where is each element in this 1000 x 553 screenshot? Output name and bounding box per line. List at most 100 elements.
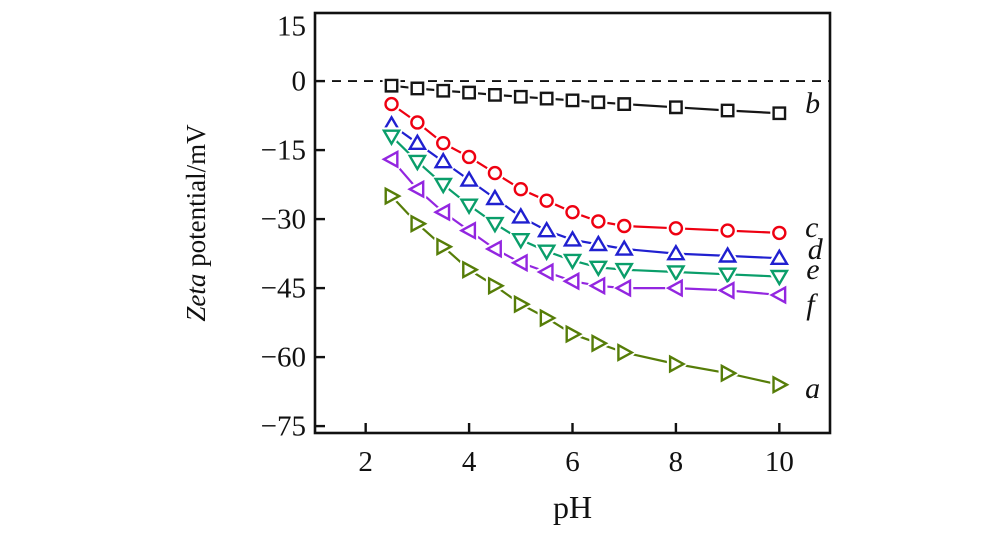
series-a-label: a [805, 372, 820, 405]
series-a-marker [772, 375, 790, 395]
series-d-marker [511, 207, 531, 224]
series-c-marker [513, 181, 528, 197]
series-a-marker [487, 276, 506, 296]
series-d-marker [407, 133, 428, 150]
x-tick-label: 4 [462, 446, 477, 478]
series-e-marker [407, 154, 428, 172]
series-d-marker [769, 248, 790, 265]
series-a-marker [668, 354, 687, 374]
series-a-marker [720, 363, 738, 383]
series-b-marker [436, 83, 451, 98]
series-e-marker [381, 129, 402, 147]
x-axis-title: pH [553, 489, 592, 525]
series-e-label: e [806, 253, 819, 286]
series-e-marker [588, 260, 609, 278]
series-b-marker [617, 97, 632, 111]
series-e-marker [717, 267, 738, 285]
series-b-marker [669, 100, 683, 115]
series-d-marker [459, 170, 479, 187]
y-axis-title-italic: Zeta [181, 274, 211, 322]
x-tick-label: 2 [358, 446, 373, 478]
series-b-label: b [805, 87, 820, 120]
y-tick-label: 0 [292, 66, 307, 98]
y-tick-label: −60 [261, 342, 306, 374]
series-b-marker [410, 81, 425, 96]
series-c-marker [720, 223, 735, 238]
series-c-marker [487, 165, 503, 181]
series-b-marker [513, 89, 528, 104]
series-d-marker [433, 151, 453, 169]
series-d-marker [562, 230, 583, 247]
series-f-marker [769, 285, 787, 305]
y-tick-label: −30 [261, 204, 306, 236]
series-d-marker [614, 239, 634, 256]
series-b-marker [772, 106, 787, 121]
series-a-marker [565, 324, 583, 344]
series-c-marker [617, 218, 632, 234]
series-b-marker [591, 95, 606, 110]
series-e-marker [769, 269, 790, 287]
series-e-marker [562, 253, 583, 271]
series-b-marker [488, 87, 502, 102]
series-f-marker [536, 262, 554, 282]
series-f-marker [588, 276, 606, 296]
series-d-marker [588, 234, 609, 252]
series-e-marker [459, 198, 479, 216]
series-f-label: f [806, 288, 818, 321]
series-d-label: d [808, 233, 824, 266]
series-f-marker [484, 239, 502, 259]
series-c-marker [384, 96, 399, 112]
series-b-marker [539, 91, 554, 106]
series-e-marker [433, 177, 453, 195]
series-e-marker [666, 265, 686, 282]
y-tick-label: −45 [261, 273, 306, 305]
series-a-marker [513, 294, 531, 314]
series-c-marker [591, 214, 606, 229]
x-tick-label: 8 [669, 446, 684, 478]
series-b-marker [720, 103, 735, 118]
series-a-marker [436, 237, 454, 257]
x-tick-label: 6 [565, 446, 580, 478]
series-f-marker [407, 179, 425, 199]
series-f-marker [717, 281, 735, 300]
series-d-marker [485, 188, 505, 206]
series-a-marker [410, 214, 428, 234]
series-b-marker [462, 85, 476, 100]
y-axis-title: Zeta potential/mV [181, 124, 211, 322]
series-d-marker [666, 243, 686, 261]
series-a-marker [384, 186, 402, 206]
y-tick-label: −75 [261, 411, 306, 443]
series-c-marker [461, 149, 477, 165]
series-f-marker [665, 278, 683, 298]
series-a-marker [539, 308, 557, 328]
series-b-marker [565, 93, 580, 108]
series-a-marker [462, 260, 480, 280]
x-tick-label: 10 [765, 446, 794, 478]
y-tick-label: −15 [261, 135, 306, 167]
series-f-marker [381, 149, 399, 169]
series-c-marker [565, 204, 580, 220]
series-e-marker [511, 232, 531, 250]
series-d-marker [717, 246, 738, 263]
series-e-marker [536, 244, 557, 262]
series-f-marker [510, 253, 528, 273]
series-b-marker [384, 78, 399, 93]
series-f-marker [562, 271, 580, 291]
plot-frame [313, 11, 832, 435]
series-c-marker [668, 221, 684, 236]
series-e-marker [485, 216, 505, 234]
series-c-label: c [805, 211, 818, 244]
series-c-marker [436, 135, 451, 151]
series-e-marker [614, 262, 634, 280]
series-a-marker [617, 343, 635, 362]
series-f-marker [614, 278, 632, 298]
series-f-marker [458, 221, 477, 240]
series-f-marker [433, 202, 451, 222]
series-c-marker [539, 193, 554, 208]
y-axis-title-regular: potential/mV [181, 124, 211, 274]
series-a-marker [591, 333, 609, 353]
series-c-marker [772, 225, 787, 241]
y-tick-label: 15 [277, 11, 306, 43]
